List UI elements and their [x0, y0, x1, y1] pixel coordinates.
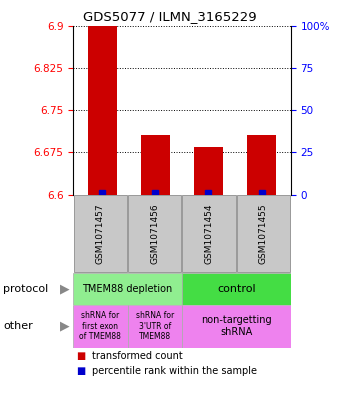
Bar [237, 195, 290, 272]
Bar [73, 305, 128, 348]
Bar [183, 195, 236, 272]
Text: ▶: ▶ [60, 320, 69, 333]
Bar [73, 273, 182, 305]
Bar [247, 135, 276, 195]
Text: GSM1071455: GSM1071455 [259, 204, 268, 264]
Text: ■: ■ [76, 366, 86, 376]
Text: control: control [217, 284, 256, 294]
Text: protocol: protocol [3, 284, 49, 294]
Bar [194, 147, 223, 195]
Text: ■: ■ [76, 351, 86, 361]
Text: GSM1071457: GSM1071457 [96, 204, 105, 264]
Bar [88, 26, 117, 195]
Text: shRNA for
first exon
of TMEM88: shRNA for first exon of TMEM88 [79, 311, 121, 341]
Bar [182, 273, 291, 305]
Text: ▶: ▶ [60, 282, 69, 296]
Text: GSM1071456: GSM1071456 [150, 204, 159, 264]
Text: percentile rank within the sample: percentile rank within the sample [92, 366, 257, 376]
Text: non-targetting
shRNA: non-targetting shRNA [201, 316, 272, 337]
Text: shRNA for
3'UTR of
TMEM88: shRNA for 3'UTR of TMEM88 [136, 311, 174, 341]
Text: TMEM88 depletion: TMEM88 depletion [82, 284, 173, 294]
Text: other: other [3, 321, 33, 331]
Text: GSM1071454: GSM1071454 [205, 204, 214, 264]
Bar [128, 305, 182, 348]
Text: GDS5077 / ILMN_3165229: GDS5077 / ILMN_3165229 [83, 10, 257, 23]
Bar [74, 195, 127, 272]
Bar [141, 135, 170, 195]
Text: transformed count: transformed count [92, 351, 183, 361]
Bar [182, 305, 291, 348]
Bar [128, 195, 181, 272]
